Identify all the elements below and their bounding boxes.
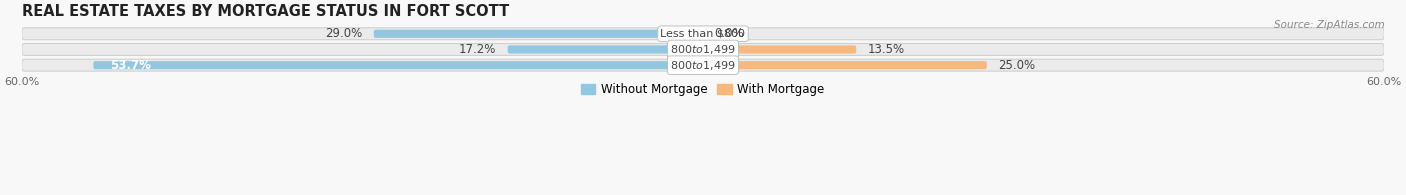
Text: 17.2%: 17.2%: [458, 43, 496, 56]
Text: Less than $800: Less than $800: [661, 29, 745, 39]
Text: Source: ZipAtlas.com: Source: ZipAtlas.com: [1274, 20, 1385, 29]
Text: 25.0%: 25.0%: [998, 59, 1035, 72]
Text: 0.0%: 0.0%: [714, 27, 744, 40]
FancyBboxPatch shape: [703, 45, 856, 54]
Legend: Without Mortgage, With Mortgage: Without Mortgage, With Mortgage: [576, 79, 830, 101]
Text: $800 to $1,499: $800 to $1,499: [671, 43, 735, 56]
Text: REAL ESTATE TAXES BY MORTGAGE STATUS IN FORT SCOTT: REAL ESTATE TAXES BY MORTGAGE STATUS IN …: [21, 4, 509, 19]
FancyBboxPatch shape: [21, 43, 1385, 55]
FancyBboxPatch shape: [21, 59, 1385, 71]
Text: 29.0%: 29.0%: [325, 27, 363, 40]
Text: $800 to $1,499: $800 to $1,499: [671, 59, 735, 72]
FancyBboxPatch shape: [374, 30, 703, 38]
Text: 13.5%: 13.5%: [868, 43, 904, 56]
FancyBboxPatch shape: [508, 45, 703, 54]
FancyBboxPatch shape: [703, 61, 987, 69]
FancyBboxPatch shape: [93, 61, 703, 69]
FancyBboxPatch shape: [21, 28, 1385, 40]
Text: 53.7%: 53.7%: [110, 59, 152, 72]
